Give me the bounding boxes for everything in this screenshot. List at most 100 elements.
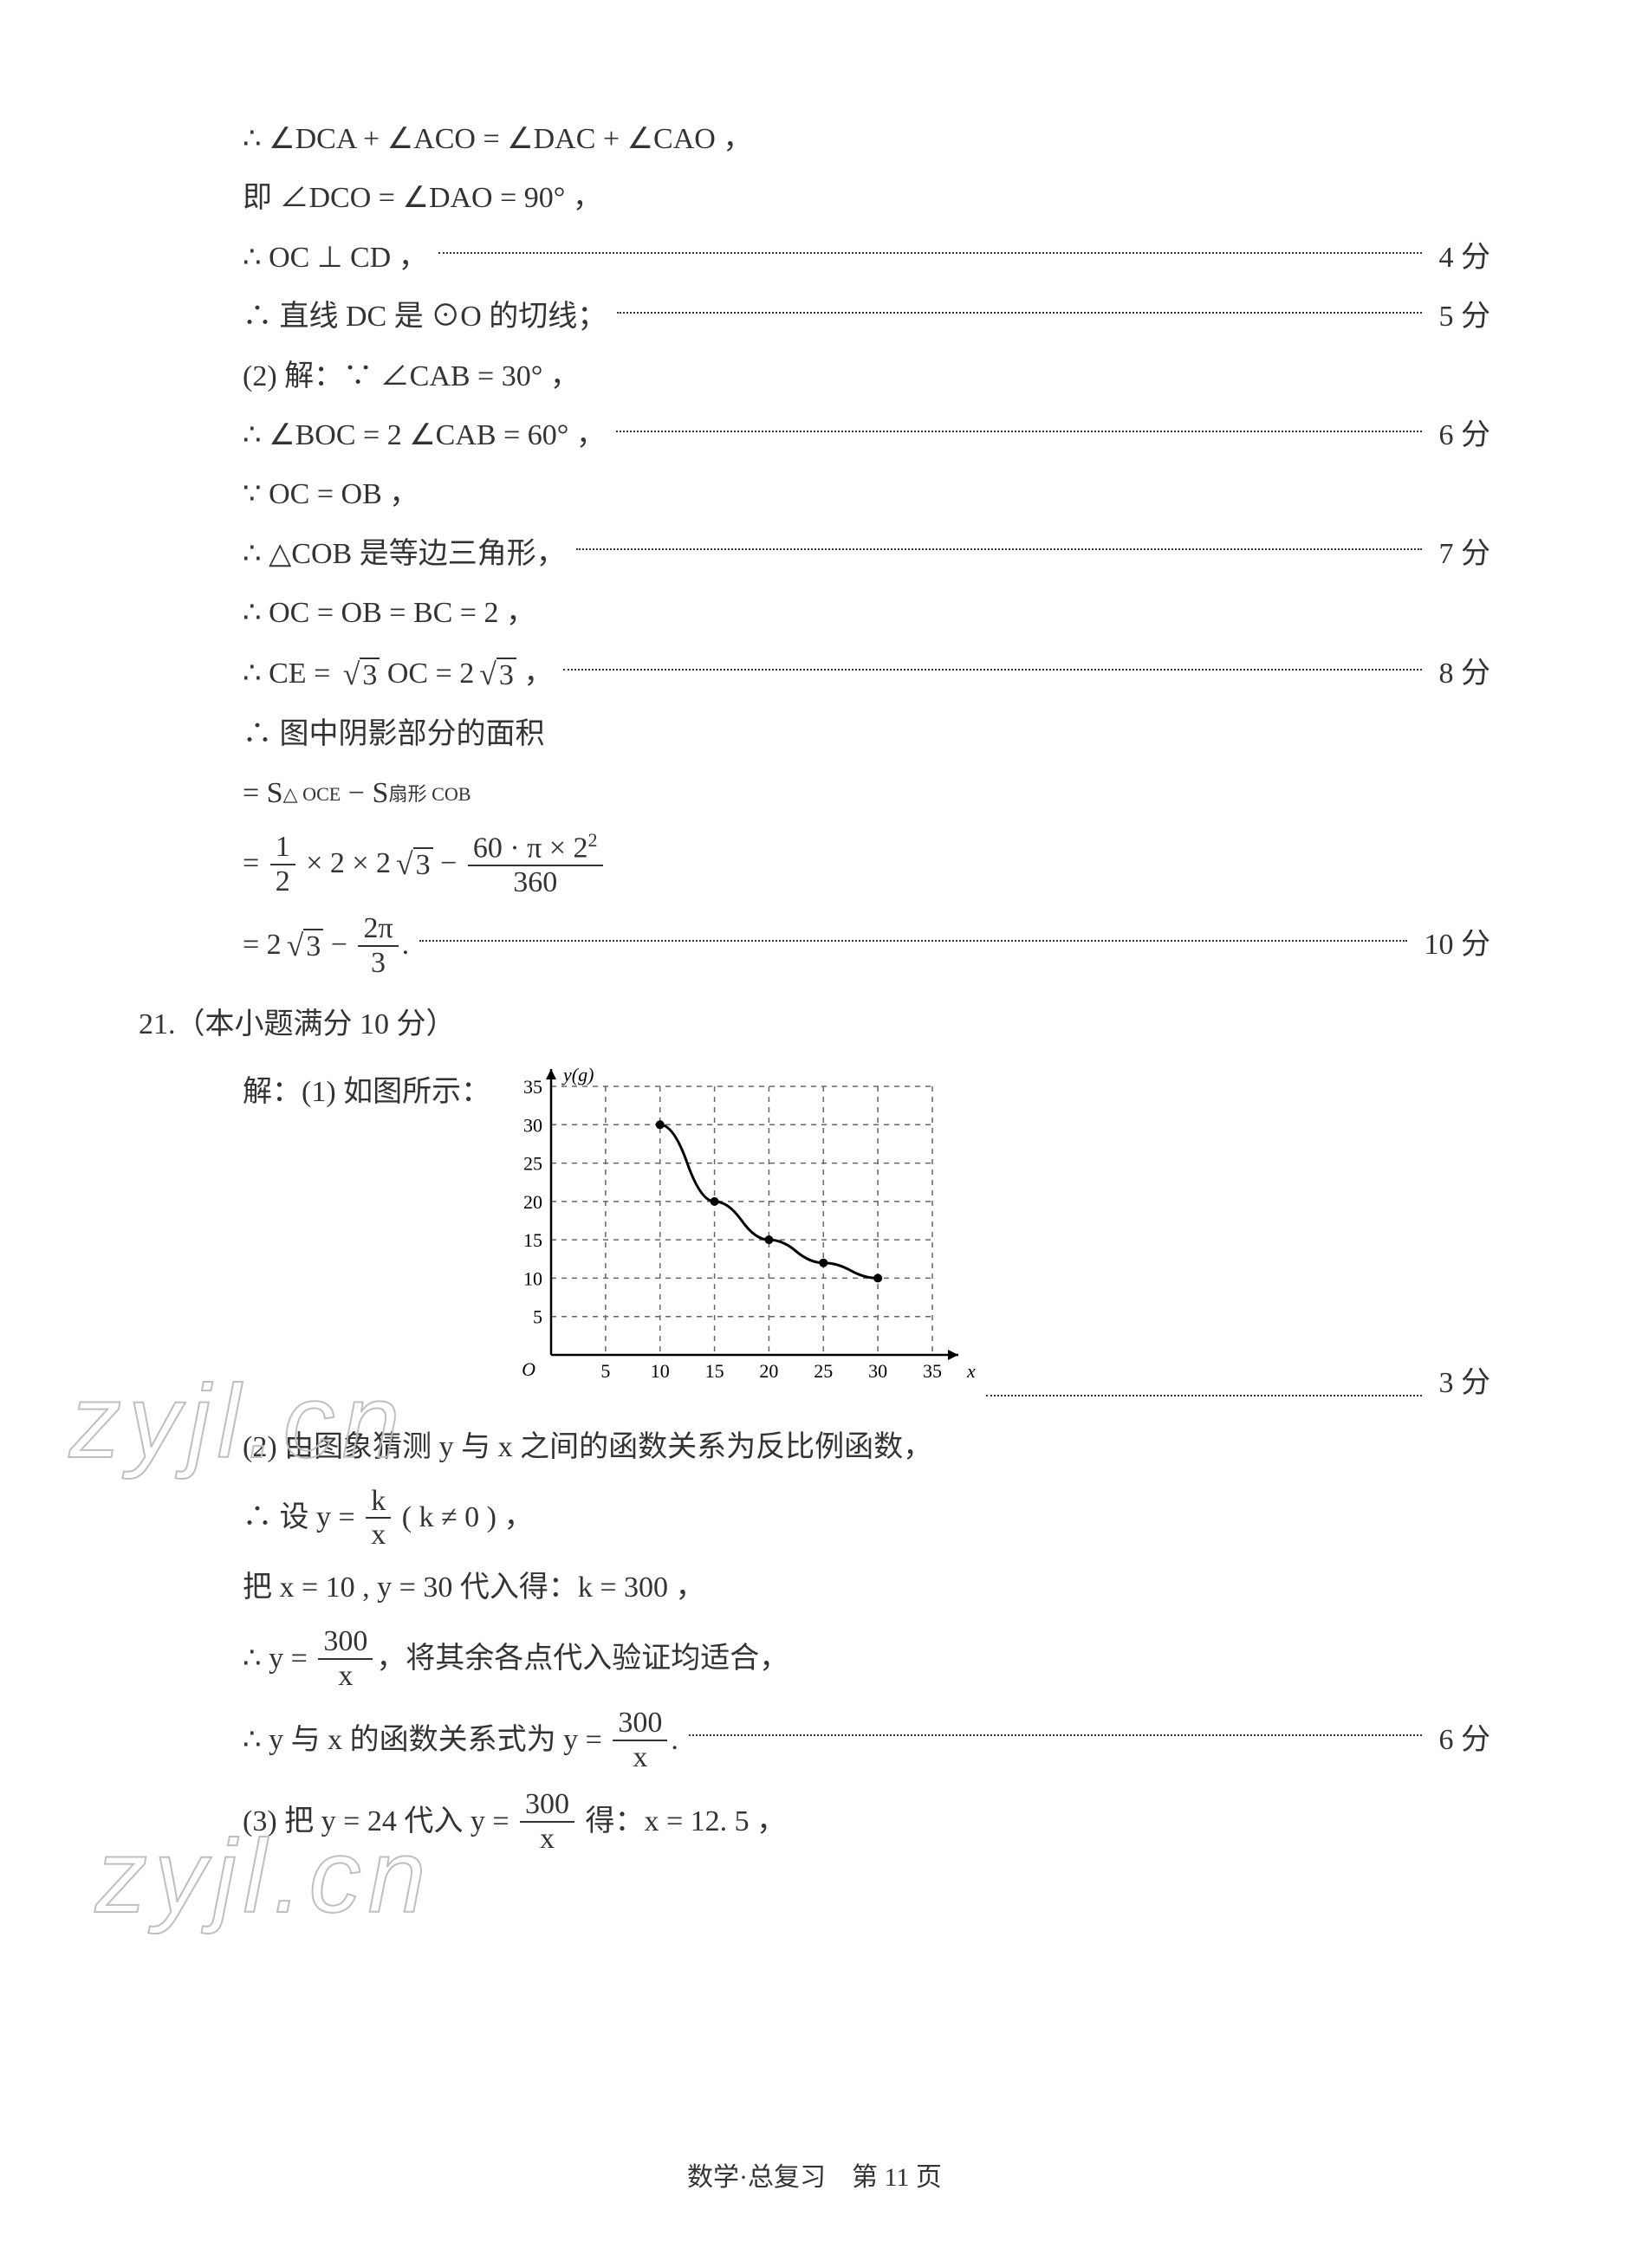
geom-line-3: ∴ OC ⊥ CD ， 4 分	[243, 235, 1490, 282]
svg-text:y(g): y(g)	[561, 1064, 594, 1085]
svg-text:25: 25	[814, 1360, 833, 1382]
text: −	[323, 922, 354, 969]
score: 6 分	[1432, 412, 1491, 459]
content-block: ∴ ∠DCA + ∠ACO = ∠DAC + ∠CAO ， 即 ∠DCO = ∠…	[243, 116, 1490, 1857]
text: ∴ ∠DCA + ∠ACO = ∠DAC + ∠CAO ，	[243, 116, 752, 163]
text: ∴ 图中阴影部分的面积	[243, 711, 545, 758]
text: ( k ≠ 0 ) ，	[394, 1494, 533, 1541]
subscript: △ OCE	[283, 779, 341, 809]
leader-dots	[986, 1394, 1421, 1396]
fraction: k x	[366, 1485, 391, 1552]
text: ∴ y 与 x 的函数关系式为 y =	[243, 1717, 609, 1764]
svg-text:35: 35	[523, 1076, 542, 1098]
chart-row: 解：(1) 如图所示： 5 10 15 20 25 30 35 5 10 15 20 25 30 35 Ox…	[243, 1060, 1490, 1407]
svg-text:5: 5	[533, 1306, 542, 1328]
leader-dots	[563, 668, 1421, 671]
q21-yeq: ∴ y = 300 x ，将其余各点代入验证均适合，	[243, 1624, 1490, 1694]
score: 3 分	[1432, 1360, 1491, 1407]
leader-dots	[419, 939, 1406, 942]
leader-dots	[438, 251, 1422, 254]
text: (2) 解：∵ ∠CAB = 30° ，	[243, 353, 580, 400]
geom-line-1: ∴ ∠DCA + ∠ACO = ∠DAC + ∠CAO ，	[243, 116, 1490, 163]
text: × 2 × 2	[299, 840, 391, 887]
svg-text:5: 5	[601, 1360, 611, 1382]
fraction: 300 x	[520, 1788, 574, 1855]
text: 得：x = 12. 5 ，	[578, 1798, 786, 1845]
text: −	[433, 840, 464, 887]
score: 10 分	[1418, 922, 1491, 969]
svg-text:10: 10	[523, 1268, 542, 1290]
text: ∴ 设 y =	[243, 1494, 362, 1541]
score: 6 分	[1432, 1717, 1491, 1764]
text: ，将其余各点代入验证均适合，	[376, 1636, 789, 1682]
score: 8 分	[1432, 651, 1491, 697]
subscript: 扇形 COB	[388, 779, 471, 809]
inverse-proportion-chart: 5 10 15 20 25 30 35 5 10 15 20 25 30 35 Ox(cm) y(g)	[490, 1060, 976, 1407]
svg-text:15: 15	[523, 1229, 542, 1251]
svg-text:25: 25	[523, 1153, 542, 1175]
text: =	[243, 840, 267, 887]
text: ∴ 直线 DC 是 ⊙O 的切线；	[243, 294, 607, 340]
text: ∴ △COB 是等边三角形，	[243, 531, 566, 578]
geom-line-8: ∴ △COB 是等边三角形， 7 分	[243, 531, 1490, 578]
svg-text:x(cm): x(cm)	[966, 1360, 976, 1382]
q21-set-eq: ∴ 设 y = k x ( k ≠ 0 ) ，	[243, 1483, 1490, 1552]
page-footer: 数学·总复习 第 11 页	[0, 2157, 1629, 2199]
text: (2) 由图象猜测 y 与 x 之间的函数关系为反比例函数，	[243, 1424, 932, 1471]
text: (3) 把 y = 24 代入 y =	[243, 1798, 516, 1845]
sqrt-3: 3	[282, 921, 324, 970]
fraction: 2π 3	[358, 912, 398, 979]
sqrt-3: 3	[391, 839, 433, 889]
svg-text:O: O	[522, 1358, 535, 1380]
text: .	[671, 1717, 678, 1764]
svg-text:20: 20	[523, 1191, 542, 1213]
svg-text:15: 15	[705, 1360, 724, 1382]
q21-sub: 把 x = 10 , y = 30 代入得：k = 300 ，	[243, 1565, 1490, 1611]
geom-line-5: (2) 解：∵ ∠CAB = 30° ，	[243, 353, 1490, 400]
page: ∴ ∠DCA + ∠ACO = ∠DAC + ∠CAO ， 即 ∠DCO = ∠…	[0, 0, 1629, 2268]
text: OC = 2	[380, 651, 474, 697]
text: 即 ∠DCO = ∠DAO = 90° ，	[243, 175, 602, 222]
text: ，	[516, 651, 554, 697]
fraction: 300 x	[318, 1625, 373, 1692]
text: 把 x = 10 , y = 30 代入得：k = 300 ，	[243, 1565, 705, 1611]
text: ∵ OC = OB ，	[243, 471, 419, 518]
geom-line-6: ∴ ∠BOC = 2 ∠CAB = 60° ， 6 分	[243, 412, 1490, 459]
question-number: 21.	[139, 1001, 176, 1048]
q21-relation: ∴ y 与 x 的函数关系式为 y = 300 x . 6 分	[243, 1706, 1490, 1775]
text: .	[402, 922, 410, 969]
leader-dots	[616, 430, 1422, 432]
chart-score-row: 3 分	[976, 1360, 1490, 1407]
text: = 2	[243, 922, 282, 969]
geom-line-7: ∵ OC = OB ，	[243, 471, 1490, 518]
svg-text:30: 30	[868, 1360, 887, 1382]
q21-header: 21. （本小题满分 10 分）	[139, 1001, 1490, 1048]
score: 7 分	[1432, 531, 1491, 578]
geom-line-9: ∴ OC = OB = BC = 2 ，	[243, 590, 1490, 637]
sqrt-3: 3	[338, 650, 380, 699]
leader-dots	[689, 1733, 1422, 1736]
text: = S	[243, 770, 283, 817]
text: ∴ CE =	[243, 651, 338, 697]
svg-text:20: 20	[760, 1360, 779, 1382]
fraction: 60 · π × 22 360	[468, 830, 603, 898]
geom-line-14: = 2 3 − 2π 3 . 10 分	[243, 911, 1490, 981]
svg-text:30: 30	[523, 1114, 542, 1136]
geom-line-10: ∴ CE = 3 OC = 2 3 ， 8 分	[243, 650, 1490, 699]
text: ∴ OC ⊥ CD ，	[243, 235, 428, 282]
fraction: 1 2	[270, 831, 295, 897]
part1-label: 解：(1) 如图所示：	[243, 1060, 490, 1116]
text: ∴ ∠BOC = 2 ∠CAB = 60° ，	[243, 412, 606, 459]
score: 5 分	[1432, 294, 1491, 340]
text: − S	[341, 770, 388, 817]
geom-line-4: ∴ 直线 DC 是 ⊙O 的切线； 5 分	[243, 294, 1490, 340]
svg-text:10: 10	[651, 1360, 670, 1382]
fraction: 300 x	[613, 1707, 667, 1773]
geom-line-13: = 1 2 × 2 × 2 3 − 60 · π × 22 360	[243, 830, 1490, 899]
q21-p2-intro: (2) 由图象猜测 y 与 x 之间的函数关系为反比例函数，	[243, 1424, 1490, 1471]
text: ∴ y =	[243, 1636, 315, 1682]
svg-text:35: 35	[923, 1360, 942, 1382]
geom-line-12: = S△ OCE − S扇形 COB	[243, 770, 1490, 817]
sqrt-3: 3	[474, 650, 516, 699]
geom-line-11: ∴ 图中阴影部分的面积	[243, 711, 1490, 758]
